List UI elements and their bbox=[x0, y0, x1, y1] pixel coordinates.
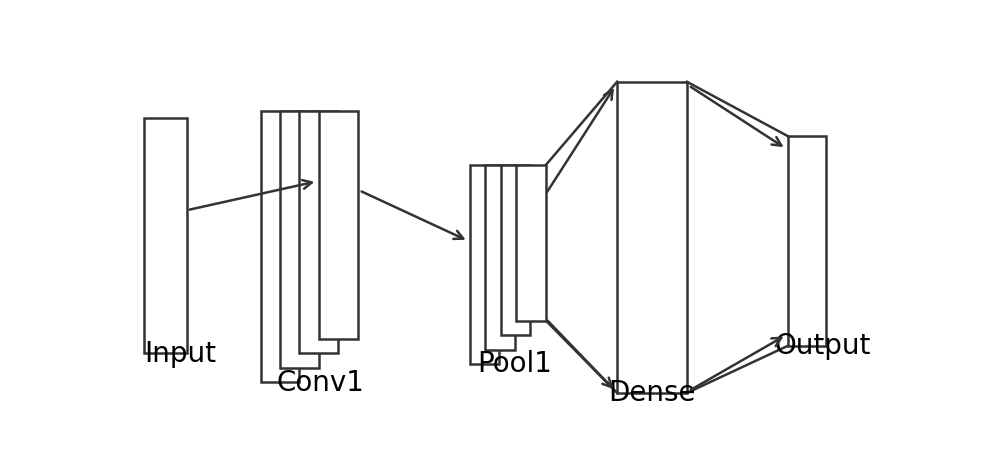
Bar bbox=[516, 165, 546, 321]
Text: Dense: Dense bbox=[608, 379, 696, 407]
Bar bbox=[144, 118, 187, 353]
Text: Input: Input bbox=[144, 340, 216, 368]
Bar bbox=[299, 110, 338, 353]
Bar bbox=[470, 165, 499, 364]
Text: Pool1: Pool1 bbox=[478, 351, 552, 378]
Bar bbox=[617, 82, 687, 393]
Bar bbox=[280, 110, 319, 368]
Bar bbox=[485, 165, 515, 350]
Bar bbox=[261, 111, 299, 382]
Bar bbox=[501, 165, 530, 335]
Text: Conv1: Conv1 bbox=[276, 368, 364, 397]
Text: Output: Output bbox=[774, 332, 871, 360]
Bar bbox=[319, 110, 358, 339]
Bar bbox=[788, 136, 826, 346]
